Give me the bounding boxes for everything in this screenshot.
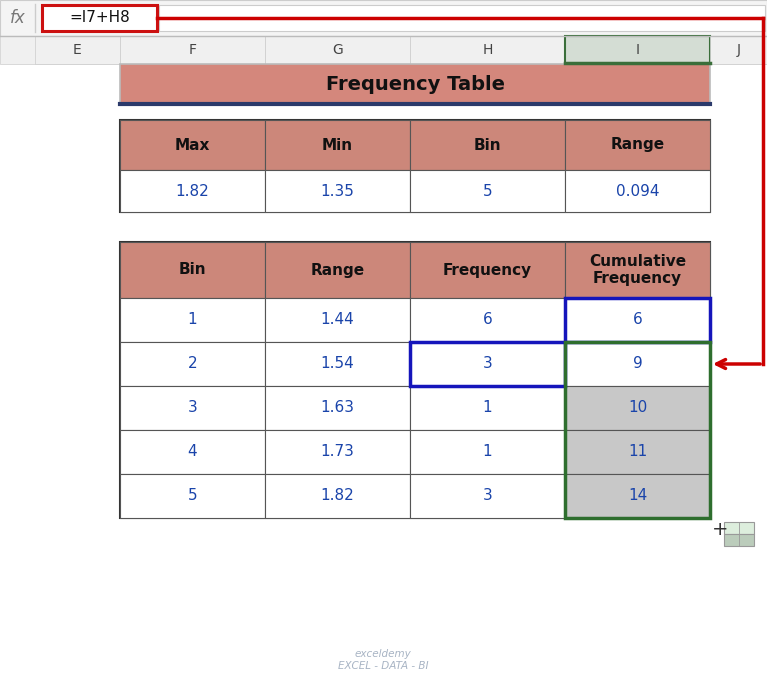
Text: +: + [712, 520, 729, 539]
FancyBboxPatch shape [35, 36, 120, 64]
FancyBboxPatch shape [120, 386, 265, 430]
FancyBboxPatch shape [565, 170, 710, 212]
Text: 10: 10 [628, 401, 647, 416]
Text: 1.44: 1.44 [321, 313, 354, 328]
Text: I: I [636, 43, 640, 57]
FancyBboxPatch shape [120, 170, 265, 212]
FancyBboxPatch shape [265, 386, 410, 430]
Text: 5: 5 [188, 488, 197, 504]
FancyBboxPatch shape [120, 430, 265, 474]
FancyBboxPatch shape [120, 242, 710, 518]
Text: exceldemy
EXCEL - DATA - BI: exceldemy EXCEL - DATA - BI [337, 649, 428, 671]
FancyBboxPatch shape [42, 5, 157, 31]
Text: Cumulative
Frequency: Cumulative Frequency [589, 254, 686, 286]
Text: 4: 4 [188, 444, 197, 460]
FancyBboxPatch shape [565, 474, 710, 518]
FancyBboxPatch shape [265, 120, 410, 170]
FancyBboxPatch shape [410, 298, 565, 342]
FancyBboxPatch shape [410, 242, 565, 298]
Text: Bin: Bin [474, 137, 502, 153]
FancyBboxPatch shape [120, 64, 710, 104]
Text: 1.73: 1.73 [321, 444, 354, 460]
FancyBboxPatch shape [120, 298, 265, 342]
FancyBboxPatch shape [410, 342, 565, 386]
Text: 6: 6 [482, 313, 492, 328]
Text: =I7+H8: =I7+H8 [69, 10, 130, 25]
FancyBboxPatch shape [565, 430, 710, 474]
Text: Min: Min [322, 137, 353, 153]
FancyBboxPatch shape [265, 474, 410, 518]
Text: 1: 1 [188, 313, 197, 328]
FancyBboxPatch shape [565, 36, 710, 64]
Text: Bin: Bin [179, 262, 206, 278]
FancyBboxPatch shape [410, 120, 565, 170]
Text: 9: 9 [633, 357, 643, 372]
Text: Range: Range [311, 262, 364, 278]
Text: 3: 3 [482, 357, 492, 372]
FancyBboxPatch shape [159, 5, 765, 31]
FancyBboxPatch shape [410, 36, 565, 64]
FancyBboxPatch shape [265, 342, 410, 386]
FancyBboxPatch shape [0, 0, 767, 36]
FancyBboxPatch shape [565, 242, 710, 298]
Text: G: G [332, 43, 343, 57]
FancyBboxPatch shape [265, 430, 410, 474]
FancyBboxPatch shape [410, 170, 565, 212]
Text: 11: 11 [628, 444, 647, 460]
Text: 1: 1 [482, 401, 492, 416]
FancyBboxPatch shape [565, 120, 710, 170]
Text: 1.82: 1.82 [176, 183, 209, 199]
Text: 1.54: 1.54 [321, 357, 354, 372]
Text: 1.63: 1.63 [321, 401, 354, 416]
Text: 0.094: 0.094 [616, 183, 660, 199]
Text: F: F [189, 43, 196, 57]
Text: 1.35: 1.35 [321, 183, 354, 199]
FancyBboxPatch shape [410, 430, 565, 474]
FancyBboxPatch shape [724, 534, 754, 546]
FancyBboxPatch shape [120, 474, 265, 518]
Text: 2: 2 [188, 357, 197, 372]
Text: J: J [736, 43, 740, 57]
FancyBboxPatch shape [265, 298, 410, 342]
FancyBboxPatch shape [0, 36, 767, 64]
Text: 14: 14 [628, 488, 647, 504]
FancyBboxPatch shape [265, 36, 410, 64]
FancyBboxPatch shape [120, 120, 710, 212]
Text: H: H [482, 43, 492, 57]
FancyBboxPatch shape [724, 522, 754, 534]
Text: 3: 3 [188, 401, 197, 416]
Text: 5: 5 [482, 183, 492, 199]
FancyBboxPatch shape [565, 386, 710, 430]
FancyBboxPatch shape [565, 342, 710, 386]
FancyBboxPatch shape [565, 298, 710, 342]
FancyBboxPatch shape [265, 242, 410, 298]
Text: Frequency Table: Frequency Table [325, 74, 505, 93]
Text: E: E [73, 43, 82, 57]
Text: Frequency: Frequency [443, 262, 532, 278]
FancyBboxPatch shape [265, 170, 410, 212]
FancyBboxPatch shape [410, 474, 565, 518]
FancyBboxPatch shape [710, 36, 767, 64]
FancyBboxPatch shape [410, 386, 565, 430]
FancyBboxPatch shape [120, 342, 265, 386]
Text: fx: fx [10, 9, 26, 27]
Text: 6: 6 [633, 313, 643, 328]
Text: Range: Range [611, 137, 664, 153]
Text: 1: 1 [482, 444, 492, 460]
FancyBboxPatch shape [120, 242, 265, 298]
Text: Max: Max [175, 137, 210, 153]
Text: 1.82: 1.82 [321, 488, 354, 504]
FancyBboxPatch shape [120, 120, 265, 170]
FancyBboxPatch shape [120, 36, 265, 64]
Text: 3: 3 [482, 488, 492, 504]
